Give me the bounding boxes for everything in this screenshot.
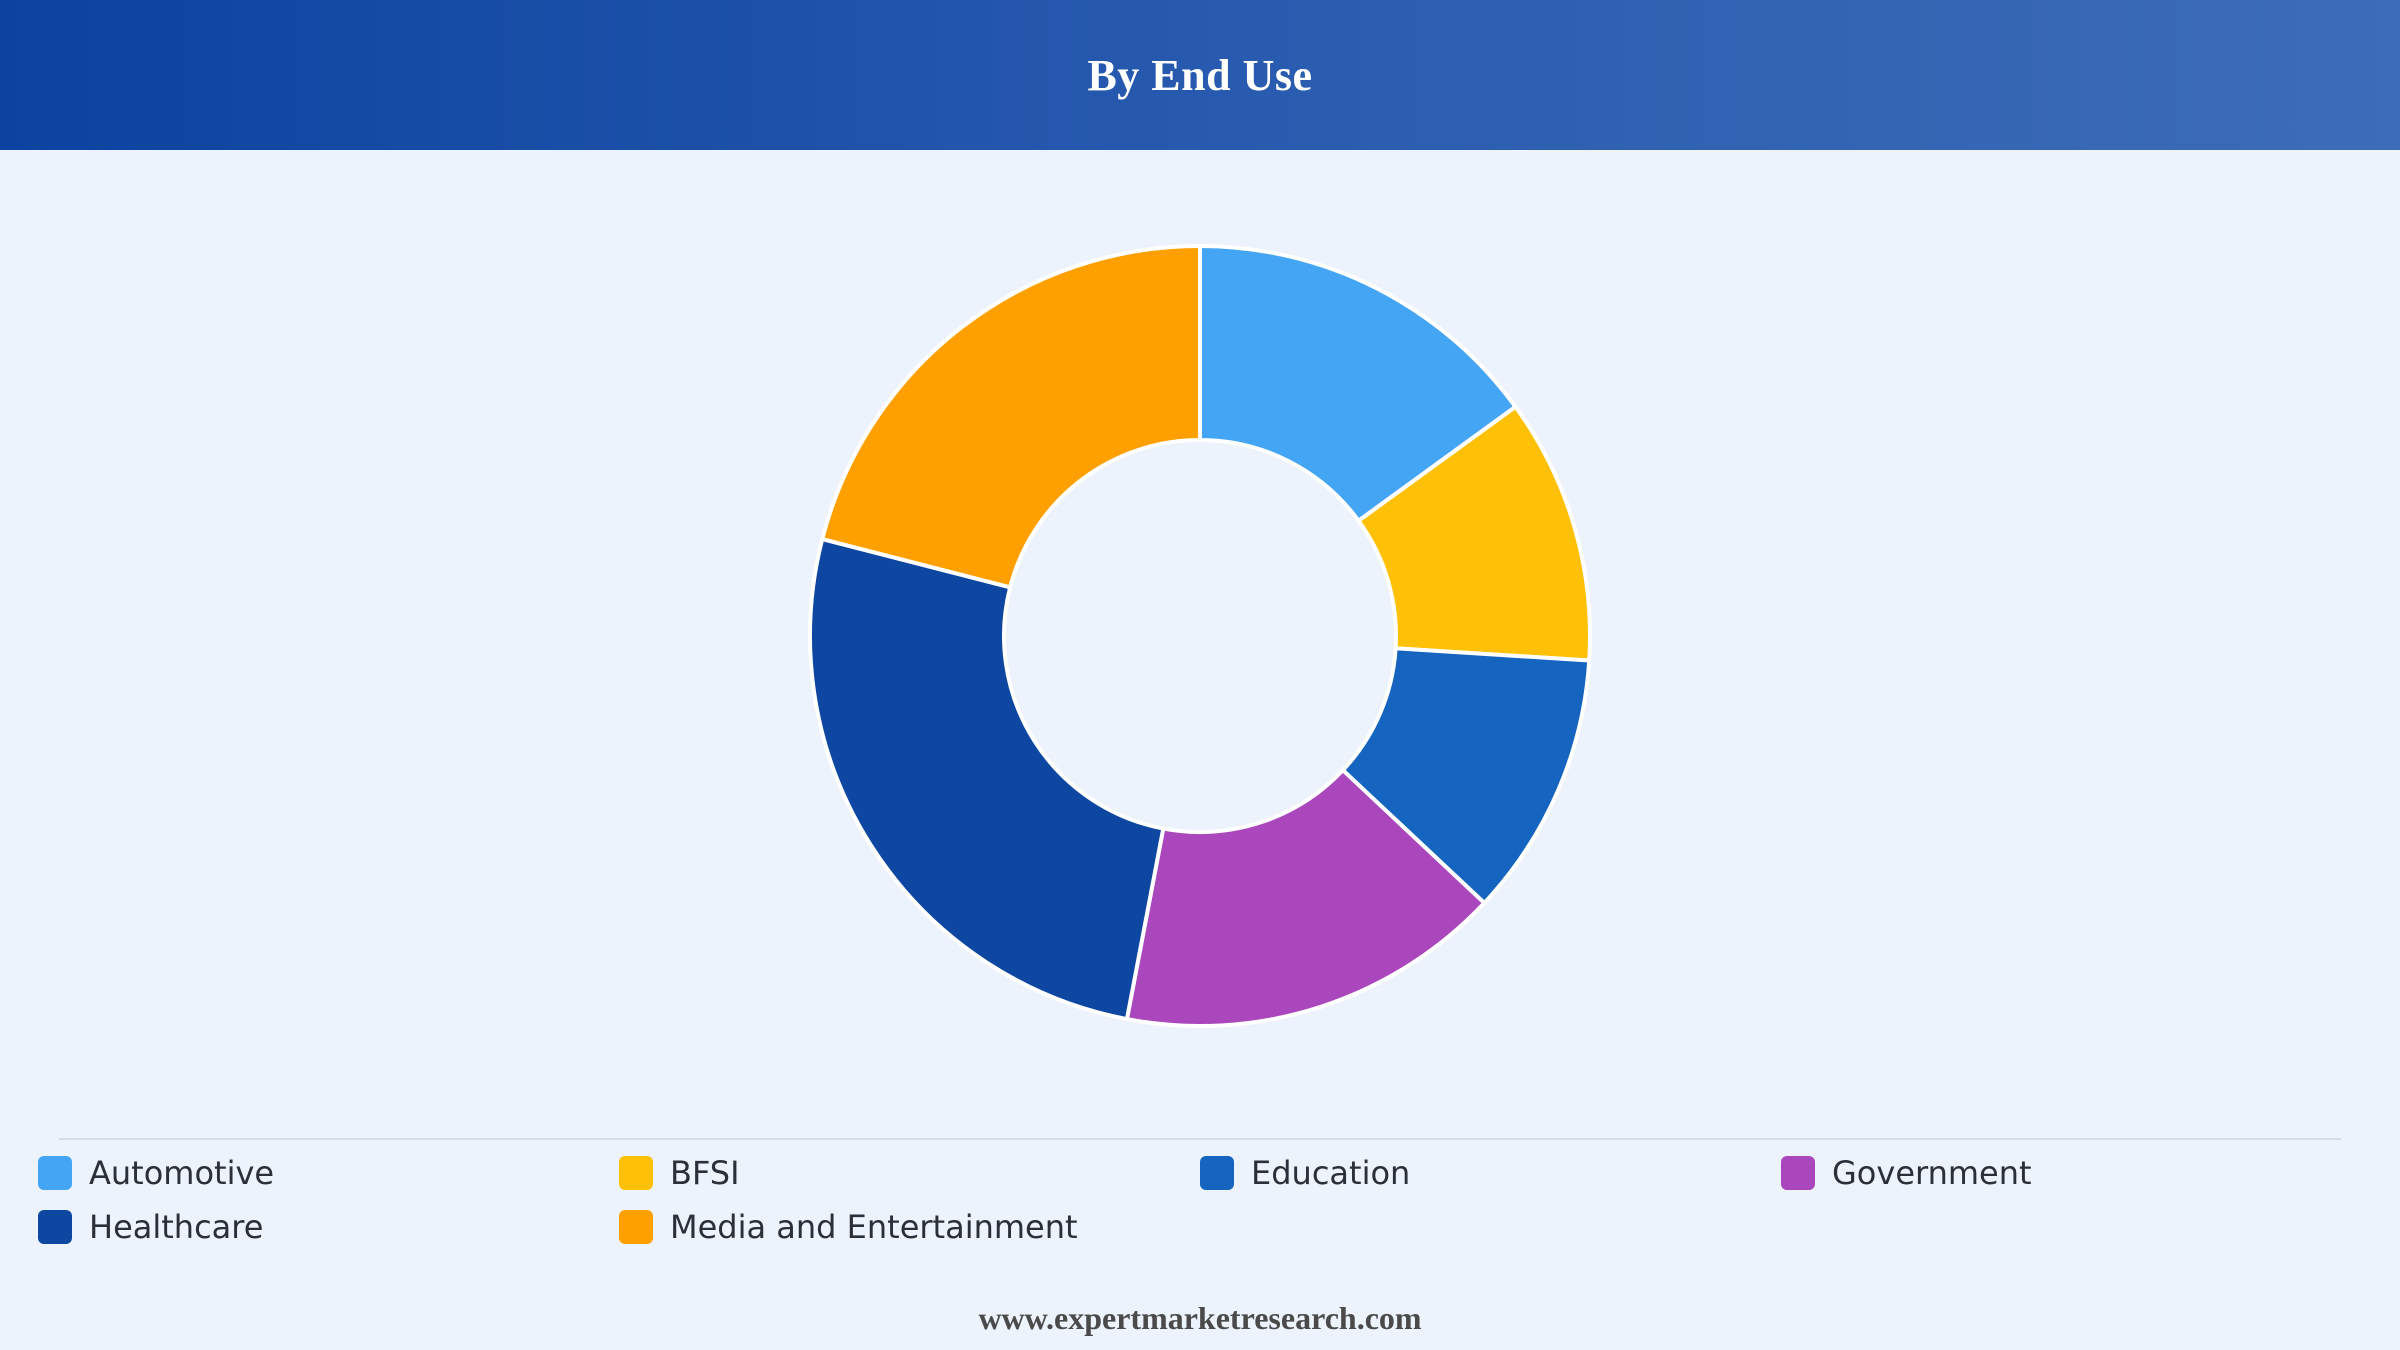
legend-label-media-and-entertainment: Media and Entertainment: [670, 1208, 1078, 1246]
donut-slice-automotive[interactable]: [1198, 244, 1518, 523]
legend-label-healthcare: Healthcare: [89, 1208, 264, 1246]
chart-header: By End Use: [0, 0, 2400, 150]
legend-item-bfsi[interactable]: BFSI: [619, 1154, 1200, 1192]
donut-chart: [808, 244, 1592, 1028]
legend-swatch-media-and-entertainment: [619, 1210, 653, 1244]
donut-slice-media-and-entertainment[interactable]: [820, 244, 1202, 590]
legend-item-media-and-entertainment[interactable]: Media and Entertainment: [619, 1208, 1200, 1246]
legend-swatch-automotive: [38, 1156, 72, 1190]
donut-slice-bfsi[interactable]: [1356, 404, 1592, 663]
legend-swatch-education: [1200, 1156, 1234, 1190]
donut-slice-education[interactable]: [1340, 646, 1592, 905]
legend-item-automotive[interactable]: Automotive: [38, 1154, 619, 1192]
legend-item-government[interactable]: Government: [1781, 1154, 2362, 1192]
legend-swatch-government: [1781, 1156, 1815, 1190]
legend-divider: [59, 1138, 2341, 1140]
legend-label-bfsi: BFSI: [670, 1154, 740, 1192]
legend-label-automotive: Automotive: [89, 1154, 275, 1192]
chart-title: By End Use: [1087, 50, 1313, 100]
legend-swatch-healthcare: [38, 1210, 72, 1244]
legend-swatch-bfsi: [619, 1156, 653, 1190]
legend-label-education: Education: [1251, 1154, 1411, 1192]
donut-slice-healthcare[interactable]: [808, 537, 1166, 1022]
chart-legend: Automotive BFSI Education Government Hea…: [38, 1154, 2362, 1246]
legend-item-education[interactable]: Education: [1200, 1154, 1781, 1192]
source-footer: www.expertmarketresearch.com: [978, 1300, 1422, 1336]
legend-label-government: Government: [1832, 1154, 2032, 1192]
donut-slice-government[interactable]: [1124, 768, 1487, 1028]
legend-item-healthcare[interactable]: Healthcare: [38, 1208, 619, 1246]
